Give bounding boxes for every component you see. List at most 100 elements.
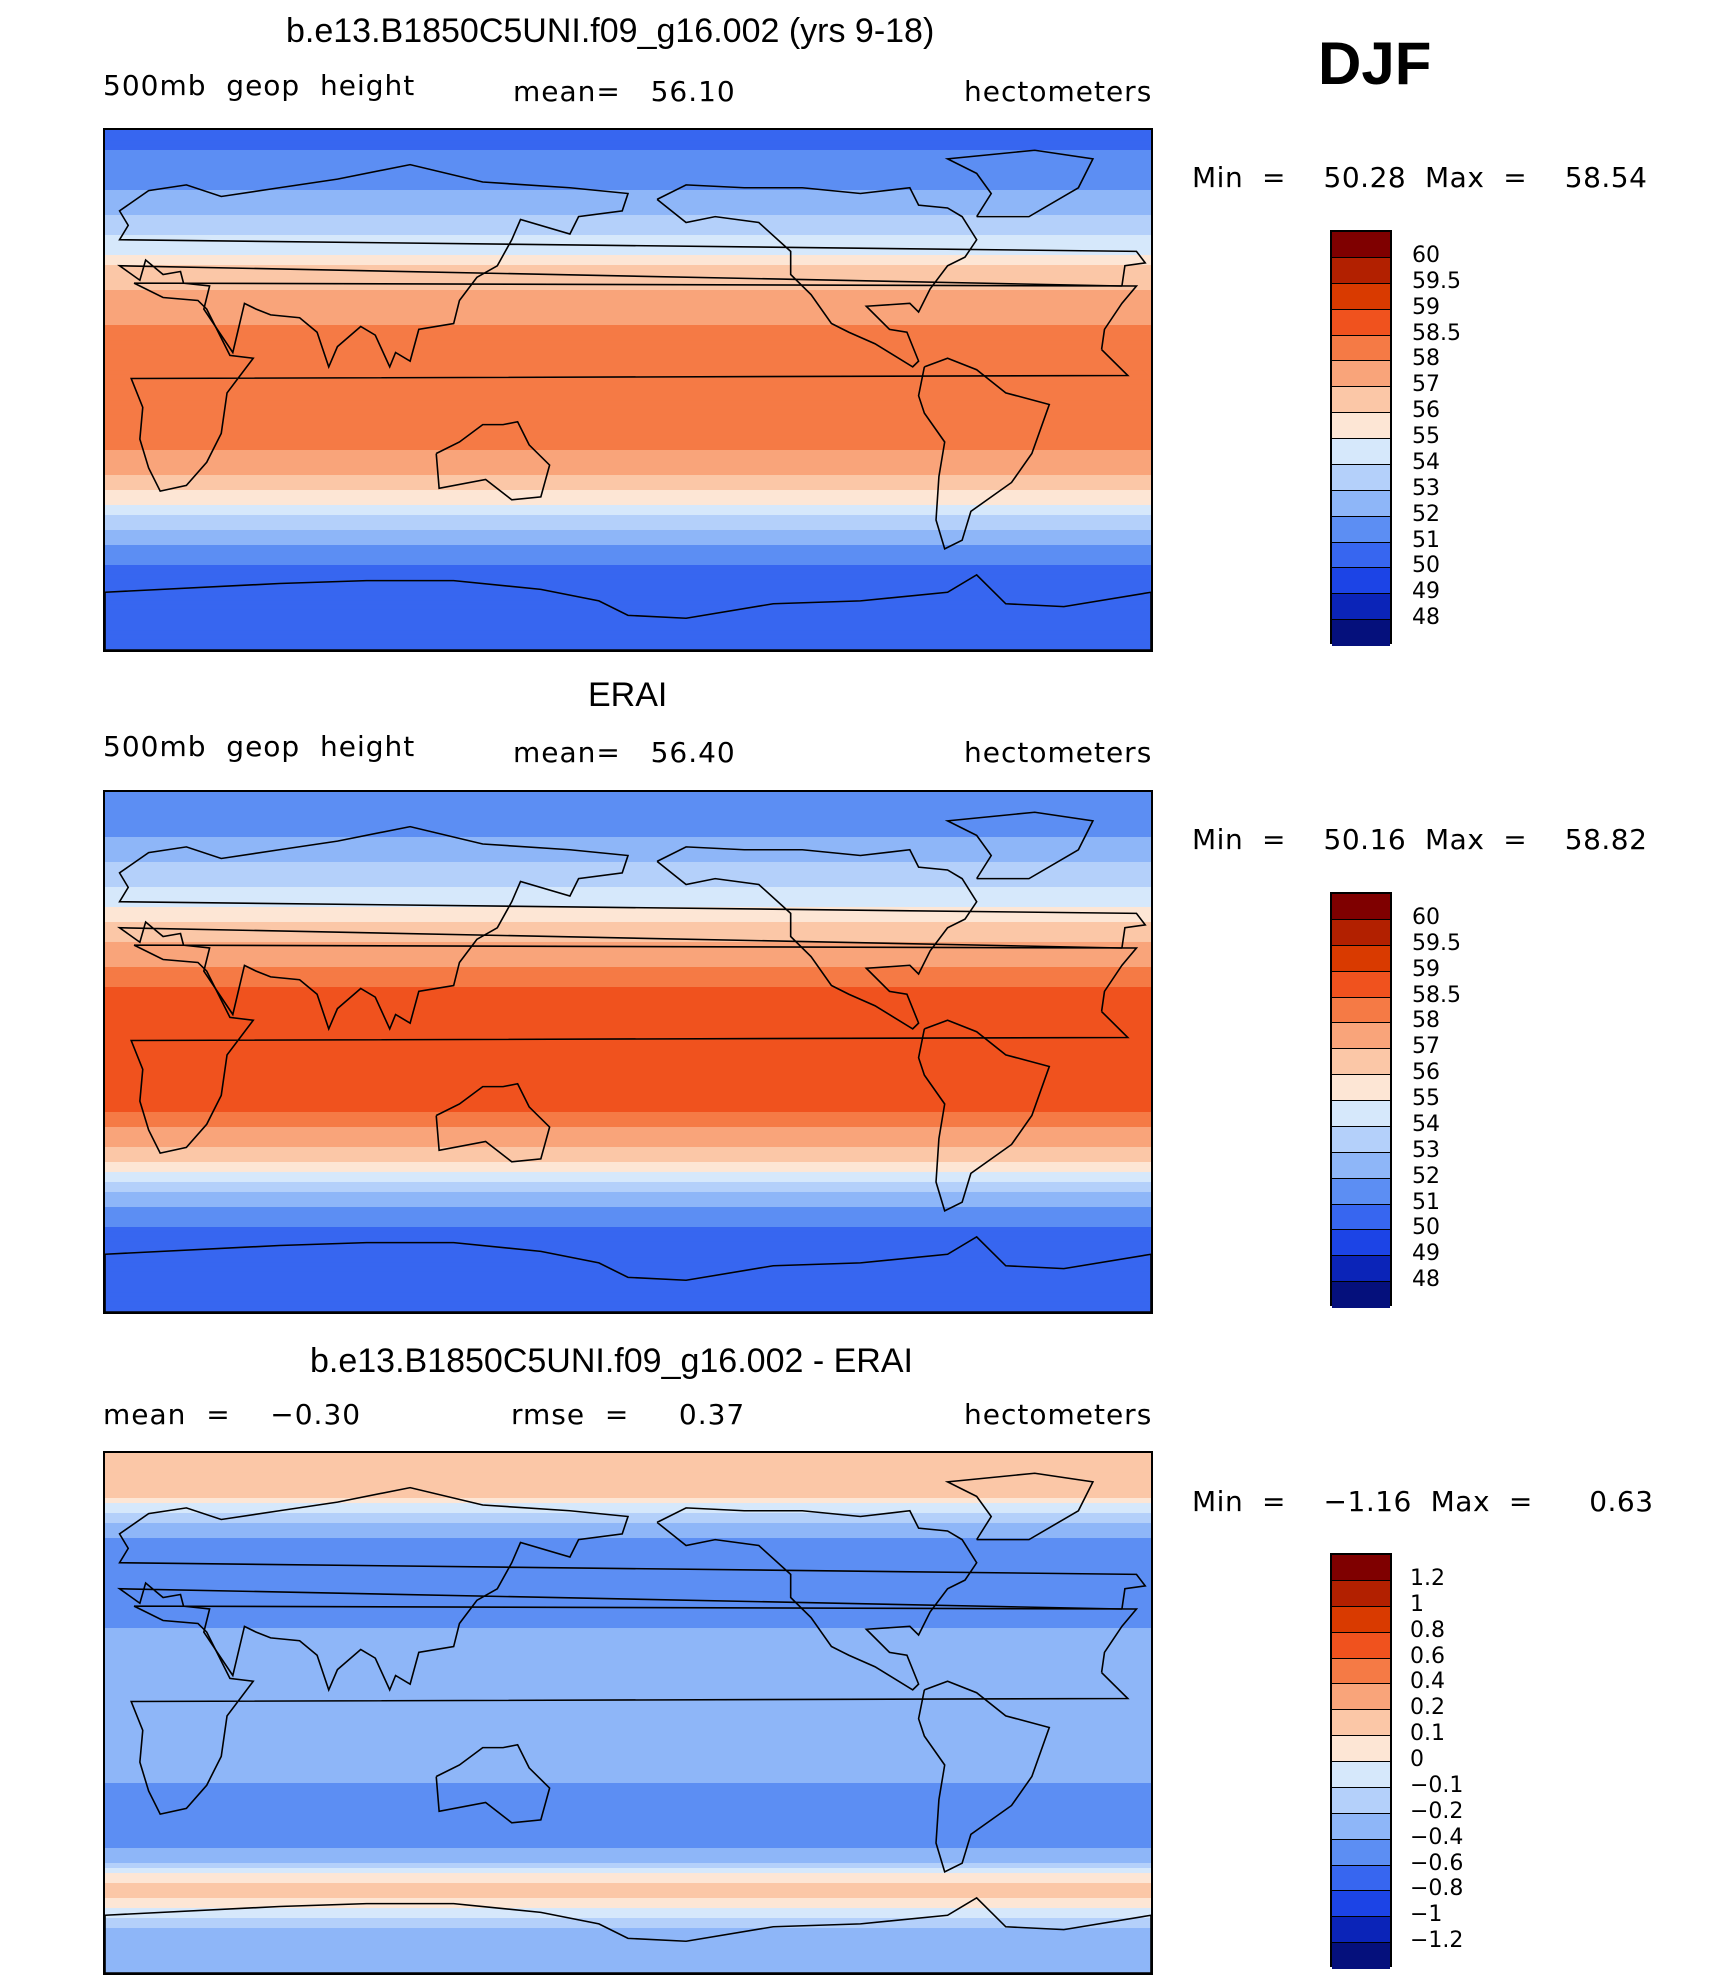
contour-band [105,1287,1151,1293]
contour-band [105,902,1151,908]
colorbar-swatch [1332,1075,1390,1101]
contour-band [105,1081,1151,1088]
contour-band [105,335,1151,341]
panel3-mean-label: mean = −0.30 [103,1398,362,1431]
colorbar-tick-label: −0.4 [1410,1824,1464,1850]
colorbar-tick-label: 57 [1412,1034,1440,1060]
colorbar-tick-label: −1 [1410,1902,1443,1928]
contour-band [105,205,1151,211]
colorbar-swatch [1332,594,1390,621]
colorbar-tick-label: 1.2 [1410,1565,1445,1591]
contour-band [105,1067,1151,1073]
contour-band [105,1737,1151,1744]
contour-band [105,465,1151,471]
contour-band [105,1206,1151,1213]
contour-band [105,240,1151,246]
colorbar-swatch [1332,1891,1390,1918]
contour-band [105,625,1151,631]
contour-band [105,130,1151,136]
contour-band [105,1547,1151,1554]
coastline [656,1507,978,1691]
contour-band [105,265,1151,271]
contour-band [105,1458,1151,1464]
contour-band [105,1732,1151,1739]
colorbar-swatch [1332,620,1390,646]
contour-band [105,1913,1151,1919]
contour-band [105,1016,1151,1023]
panel1-map [103,128,1153,652]
contour-band [105,1127,1151,1133]
contour-band [105,1002,1151,1008]
colorbar-swatch [1332,1917,1390,1944]
contour-band [105,140,1151,146]
contour-band [105,1637,1151,1644]
coastline [105,573,1151,650]
contour-band [105,195,1151,201]
contour-band [105,1962,1151,1969]
contour-band [105,981,1151,988]
colorbar-swatch [1332,1710,1390,1737]
contour-band [105,390,1151,396]
contour-band [105,892,1151,898]
colorbar-tick-label: 54 [1412,449,1440,475]
contour-band [105,439,1151,446]
contour-band [105,1628,1151,1634]
contour-band [105,941,1151,948]
colorbar-tick-label: 58.5 [1412,320,1461,346]
contour-band [105,1211,1151,1218]
contour-band [105,170,1151,176]
contour-band [105,430,1151,436]
panel3-rmse-label: rmse = 0.37 [511,1398,746,1431]
contour-band [105,1092,1151,1098]
contour-band [105,792,1151,798]
contour-band [105,175,1151,181]
colorbar-tick-label: 52 [1412,501,1440,527]
contour-band [105,1453,1151,1459]
contour-band [105,1523,1151,1529]
contour-band [105,897,1151,903]
contour-band [105,219,1151,226]
colorbar-swatch [1332,1101,1390,1127]
contour-band [105,370,1151,376]
coastline [435,1743,551,1824]
contour-band [105,1598,1151,1604]
contour-band [105,1683,1151,1689]
colorbar-swatch [1332,1023,1390,1050]
contour-band [105,1758,1151,1764]
contour-band [105,460,1151,466]
contour-band [105,344,1151,351]
contour-band [105,1152,1151,1158]
contour-band [105,490,1151,496]
contour-band [105,1883,1151,1889]
contour-band [105,1707,1151,1714]
contour-band [105,906,1151,913]
contour-band [105,1101,1151,1108]
panel3-minmax: Min = −1.16 Max = 0.63 [1192,1485,1654,1518]
contour-band [105,1463,1151,1469]
colorbar-tick-label: 56 [1412,1060,1440,1086]
contour-band [105,474,1151,481]
contour-band [105,1011,1151,1018]
contour-band [105,484,1151,491]
contour-band [105,1271,1151,1278]
contour-band [105,1171,1151,1178]
contour-band [105,1262,1151,1268]
coastline [944,811,1095,880]
colorbar-swatch [1332,335,1390,362]
colorbar-swatch [1332,1865,1390,1892]
contour-band [105,1477,1151,1484]
coastline [944,1472,1095,1541]
contour-band [105,275,1151,281]
colorbar-tick-label: 60 [1412,242,1440,268]
contour-band [105,349,1151,356]
contour-band [105,976,1151,983]
colorbar-swatch [1332,257,1390,284]
colorbar-tick-label: 59.5 [1412,930,1461,956]
contour-band [105,1718,1151,1724]
contour-band [105,149,1151,156]
colorbar-swatch [1332,1813,1390,1840]
contour-band [105,1872,1151,1879]
contour-band [105,379,1151,386]
contour-band [105,539,1151,546]
contour-band [105,319,1151,326]
